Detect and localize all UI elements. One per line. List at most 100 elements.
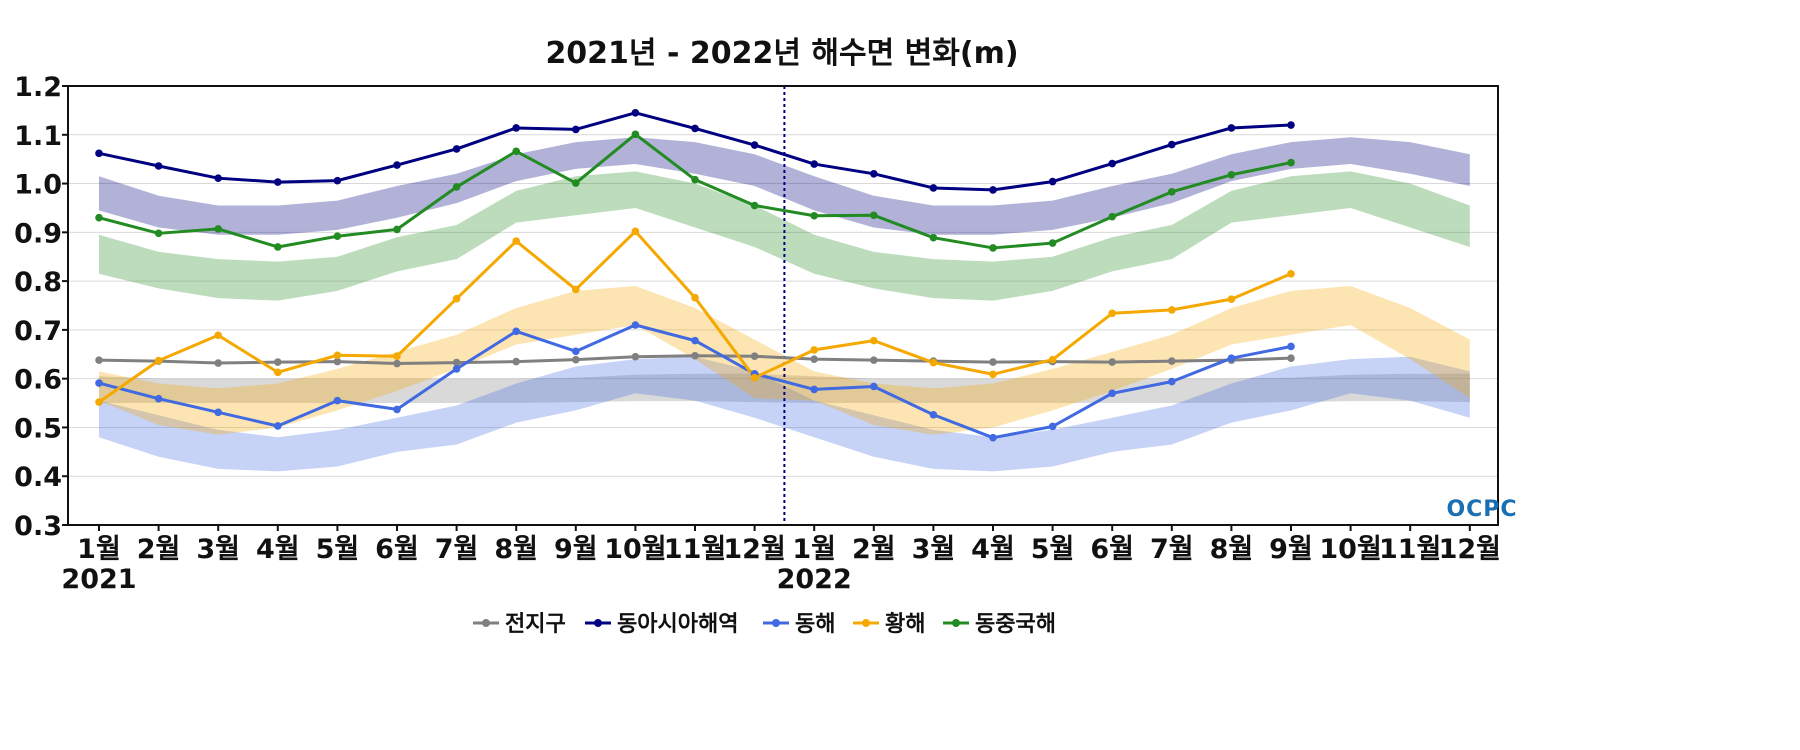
x-tick-label: 11월 — [1379, 534, 1441, 565]
data-point — [929, 184, 938, 192]
band-2 — [99, 356, 1470, 472]
data-point — [870, 336, 878, 345]
data-point — [1287, 269, 1295, 278]
data-point — [631, 130, 640, 139]
x-tick-label: 4월 — [971, 534, 1015, 565]
x-tick-label: 5월 — [1031, 534, 1075, 565]
data-point — [214, 225, 222, 233]
year-labels: 2021 2022 — [61, 564, 851, 595]
data-point — [393, 161, 401, 169]
data-point — [452, 183, 461, 191]
data-point — [512, 327, 520, 336]
data-point — [1108, 159, 1116, 168]
x-tick-label: 8월 — [494, 534, 538, 565]
data-point — [512, 357, 520, 366]
data-point — [750, 352, 759, 361]
data-point — [929, 410, 938, 419]
data-point — [452, 365, 461, 373]
data-point — [870, 170, 878, 178]
data-point — [1108, 309, 1116, 318]
y-tick-label: 1.0 — [14, 170, 62, 201]
data-point — [154, 394, 163, 403]
y-axis-ticks: 0.3 0.4 0.5 0.6 0.7 0.8 0.9 1.0 1.1 1.2 — [14, 72, 68, 542]
data-point — [95, 149, 103, 158]
data-point — [1048, 355, 1057, 364]
data-point — [274, 358, 282, 366]
data-point — [691, 175, 699, 184]
data-point — [452, 294, 461, 303]
x-tick-label: 11월 — [664, 534, 726, 565]
data-point — [274, 368, 282, 377]
data-point — [154, 162, 163, 170]
series-points — [95, 109, 1295, 442]
data-point — [333, 357, 342, 366]
data-point — [929, 358, 938, 367]
y-tick-label: 0.8 — [14, 267, 62, 298]
data-point — [452, 358, 461, 367]
data-point — [274, 243, 282, 251]
data-point — [572, 179, 580, 187]
data-point — [572, 125, 580, 134]
data-point — [1227, 124, 1236, 132]
data-point — [989, 244, 997, 252]
data-point — [393, 225, 401, 234]
data-point — [95, 213, 103, 222]
y-tick-label: 0.3 — [14, 511, 62, 542]
data-point — [572, 355, 580, 364]
data-point — [154, 229, 163, 238]
legend-label: 황해 — [885, 612, 925, 637]
y-tick-label: 0.4 — [14, 462, 62, 493]
x-tick-label: 12월 — [723, 534, 785, 565]
data-point — [870, 211, 878, 220]
x-tick-label: 6월 — [1090, 534, 1134, 565]
x-tick-label: 2월 — [852, 534, 896, 565]
legend-label: 동아시아해역 — [617, 612, 738, 637]
data-point — [1287, 342, 1295, 351]
data-point — [870, 382, 878, 391]
data-point — [631, 227, 640, 236]
data-point — [154, 356, 163, 365]
data-point — [1227, 354, 1236, 362]
data-point — [810, 355, 818, 363]
y-tick-label: 0.5 — [14, 413, 62, 444]
data-point — [1048, 422, 1057, 431]
data-point — [810, 160, 818, 168]
data-point — [989, 433, 997, 442]
data-point — [691, 351, 699, 360]
data-point — [691, 293, 699, 302]
legend-swatch-point — [772, 619, 780, 627]
data-point — [1287, 158, 1295, 167]
data-point — [333, 232, 342, 241]
data-point — [1048, 177, 1057, 186]
x-tick-label: 12월 — [1439, 534, 1501, 565]
legend-swatch-point — [952, 619, 960, 627]
data-point — [631, 352, 640, 361]
legend-label: 동중국해 — [975, 612, 1056, 637]
legend-item: 전지구 — [473, 612, 566, 637]
data-point — [393, 352, 401, 361]
data-point — [512, 237, 520, 245]
band-3 — [99, 285, 1470, 435]
y-tick-label: 1.2 — [14, 72, 62, 103]
x-tick-label: 9월 — [1269, 534, 1313, 565]
data-point — [452, 145, 461, 153]
data-point — [1108, 212, 1116, 221]
data-point — [1168, 306, 1176, 314]
data-point — [393, 405, 401, 414]
ocpc-logo: OCPC — [1446, 497, 1517, 522]
data-point — [1227, 295, 1236, 303]
year-label: 2022 — [777, 564, 852, 595]
legend-swatch-point — [862, 619, 870, 627]
data-point — [512, 147, 520, 156]
legend: 전지구 동아시아해역 동해 황해 동중국해 — [473, 612, 1056, 637]
x-tick-label: 3월 — [912, 534, 956, 565]
data-point — [333, 351, 342, 360]
x-tick-label: 3월 — [196, 534, 240, 565]
x-tick-label: 10월 — [1319, 534, 1381, 565]
x-tick-label: 9월 — [554, 534, 598, 565]
data-point — [750, 373, 759, 382]
x-tick-label: 6월 — [375, 534, 419, 565]
x-tick-label: 5월 — [316, 534, 360, 565]
